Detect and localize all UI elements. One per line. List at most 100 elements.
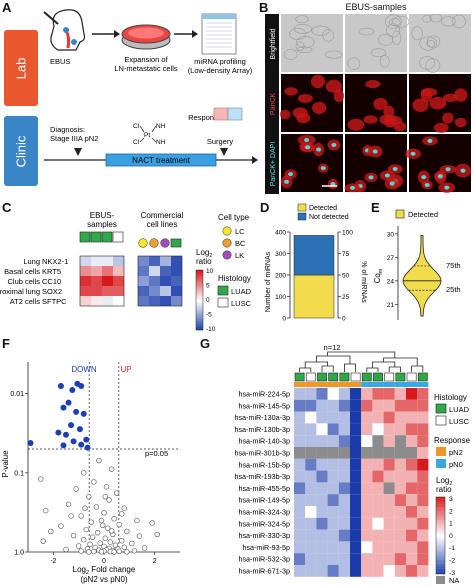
- g-heat-cell: [417, 435, 429, 447]
- g-scale-segment: [436, 523, 445, 526]
- cell-outline: [378, 33, 394, 46]
- g-heat-cell: [361, 411, 373, 424]
- f-point-ns: [106, 497, 112, 503]
- cell-nucleus: [392, 167, 398, 172]
- g-scale-segment: [436, 511, 445, 513]
- row-label-panck-dapi: PanCK+ DAPI: [270, 142, 277, 187]
- f-point-ns: [43, 507, 49, 514]
- ebus-histology-cell: [112, 231, 124, 243]
- g-heat-cell: [361, 517, 373, 530]
- g-scale-segment: [436, 525, 445, 527]
- f-point-ns: [134, 517, 140, 524]
- c-scale-segment: [196, 300, 203, 302]
- g-heat-cell: [305, 494, 317, 506]
- g-heat-cell: [327, 565, 339, 577]
- c-scale-tick: -10: [206, 326, 216, 333]
- g-heat-cell: [406, 388, 418, 400]
- g-heat-cell: [361, 399, 373, 412]
- c-scale-segment: [196, 318, 203, 320]
- g-heat-cell: [417, 529, 429, 542]
- commercial-heat-cell: [171, 256, 182, 266]
- cell-outline: [419, 56, 435, 70]
- g-scale-segment: [436, 498, 445, 500]
- cell-nucleus: [331, 142, 337, 147]
- na-swatch: [436, 576, 445, 584]
- g-heat-cell: [338, 435, 350, 447]
- g-scale-segment: [436, 557, 445, 559]
- g-histology-cell: [373, 372, 383, 382]
- d-ytick-label: 200: [275, 273, 286, 280]
- g-heat-cell: [327, 517, 339, 530]
- e-legend-swatch: [395, 209, 405, 219]
- svg-text:Cl: Cl: [133, 139, 140, 146]
- g-scale-segment: [436, 563, 445, 565]
- f-point-ns: [141, 545, 148, 551]
- diagnosis-marker: [74, 148, 82, 156]
- g-heat-cell: [406, 517, 418, 530]
- cell-nucleus: [330, 181, 336, 186]
- g-heat-cell: [316, 541, 328, 554]
- g-response-cell: [350, 382, 362, 387]
- e-violin-shape: [402, 235, 442, 317]
- row-label-brightfield: Brightfield: [270, 28, 277, 59]
- mirna-label: hsa-miR-330-3p: [238, 531, 290, 540]
- cell-type-marker: [149, 238, 159, 248]
- g-histology-cell: [339, 372, 350, 382]
- cell-outline: [429, 14, 443, 23]
- g-heat-cell: [316, 423, 328, 436]
- g-scale-segment: [436, 509, 445, 512]
- ebus-histology-cell: [101, 231, 113, 243]
- g-heat-cell: [383, 529, 395, 542]
- g-heat-cell: [394, 411, 406, 424]
- g-scale-segment: [436, 537, 445, 540]
- c-scale-segment: [196, 286, 203, 289]
- cell-outline: [283, 49, 298, 60]
- f-point-ns: [112, 542, 119, 548]
- f-point-ns: [98, 517, 105, 524]
- g-heat-cell: [294, 482, 306, 495]
- mirna-label: hsa-miR-140-3p: [238, 437, 290, 446]
- g-heat-cell: [394, 388, 406, 400]
- g-scale-segment: [436, 543, 445, 545]
- f-point-significant: [60, 404, 67, 411]
- cell-cytoplasm: [442, 112, 454, 124]
- c-scale-tick: 0: [206, 297, 210, 304]
- na-label: NA: [449, 576, 459, 585]
- cell-cytoplasm: [310, 74, 325, 89]
- ebus-heat-cell: [113, 266, 124, 276]
- g-heat-cell: [327, 494, 339, 506]
- g-heat-cell: [417, 423, 429, 436]
- g-dendrogram-branch: [299, 367, 312, 372]
- g-heat-cell: [383, 517, 395, 530]
- commercial-heat-cell: [171, 266, 182, 276]
- histology-label: LUSC: [231, 299, 252, 308]
- d-y2tick-label: 100: [342, 230, 353, 237]
- g-heat-cell: [394, 494, 406, 506]
- g-heat-cell: [394, 506, 406, 518]
- g-scale-border: [435, 496, 446, 575]
- svg-text:Cl: Cl: [133, 123, 140, 130]
- commercial-title-2: cell lines: [147, 220, 178, 229]
- g-scale-segment: [436, 552, 445, 554]
- ebus-heat-cell: [91, 286, 102, 296]
- d-bar-segment: [293, 274, 335, 319]
- cell-nucleus: [284, 179, 290, 184]
- d-ytick-label: 400: [275, 230, 286, 237]
- g-heat-cell: [294, 494, 306, 506]
- panel-label-b: B: [259, 0, 269, 15]
- cell-cytoplasm: [298, 93, 313, 103]
- g-scale-segment: [436, 531, 445, 533]
- f-point-significant: [83, 436, 90, 443]
- g-heat-cell: [350, 494, 362, 506]
- g-heat-cell: [350, 388, 362, 400]
- cell-nucleus: [316, 147, 322, 152]
- g-scale-segment: [436, 572, 445, 574]
- f-point-ns: [119, 538, 125, 544]
- f-point-ns: [98, 549, 105, 555]
- g-heat-cell: [294, 388, 306, 400]
- g-heat-cell: [350, 482, 362, 495]
- g-heat-cell: [406, 447, 418, 459]
- c-scale-segment: [196, 295, 203, 298]
- svg-text:Pt: Pt: [144, 132, 150, 139]
- g-scale-segment: [436, 497, 445, 499]
